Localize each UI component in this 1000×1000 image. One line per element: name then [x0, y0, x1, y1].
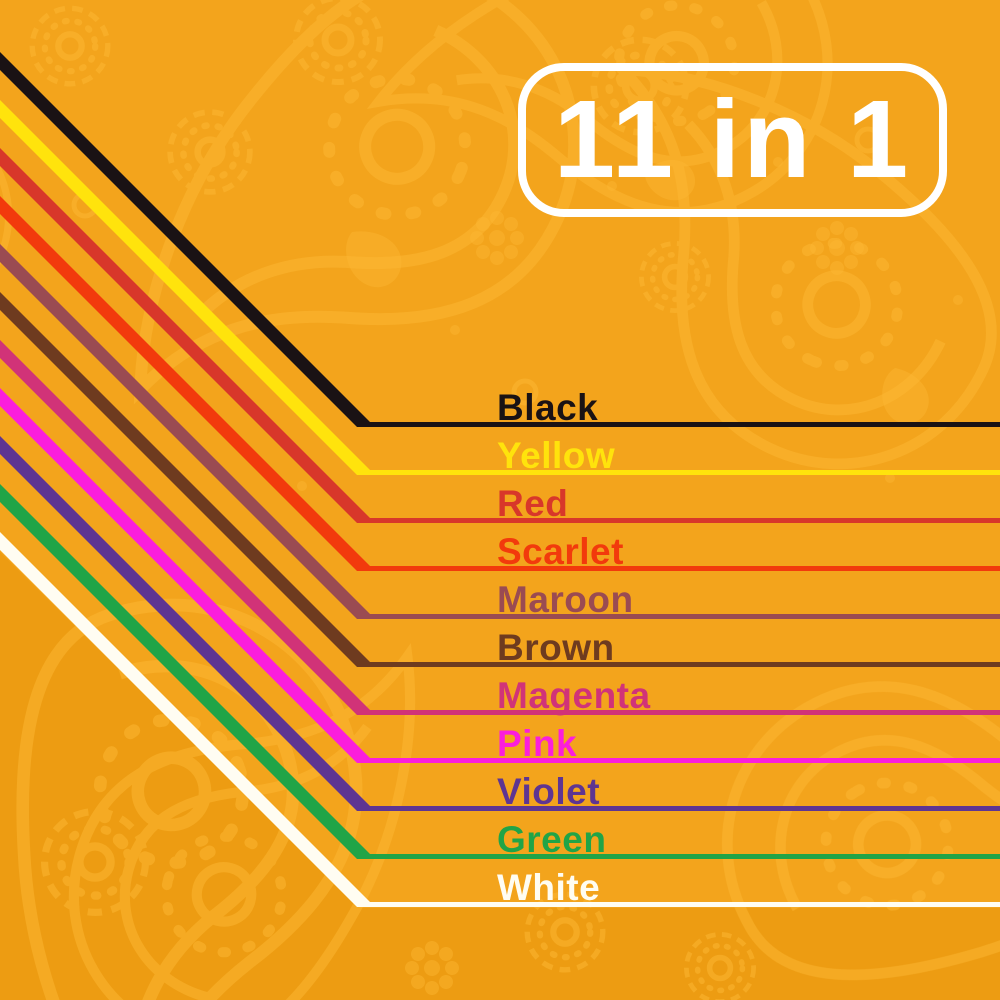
label-magenta: Magenta: [497, 675, 651, 716]
label-violet: Violet: [497, 771, 601, 812]
badge-11-in-1: 11 in 1: [518, 63, 947, 217]
label-brown: Brown: [497, 627, 615, 668]
label-white: White: [497, 867, 601, 908]
label-pink: Pink: [497, 723, 578, 764]
label-maroon: Maroon: [497, 579, 634, 620]
label-green: Green: [497, 819, 607, 860]
badge-text: 11 in 1: [553, 78, 912, 201]
label-black: Black: [497, 387, 599, 428]
label-scarlet: Scarlet: [497, 531, 624, 572]
label-red: Red: [497, 483, 569, 524]
label-yellow: Yellow: [497, 435, 616, 476]
